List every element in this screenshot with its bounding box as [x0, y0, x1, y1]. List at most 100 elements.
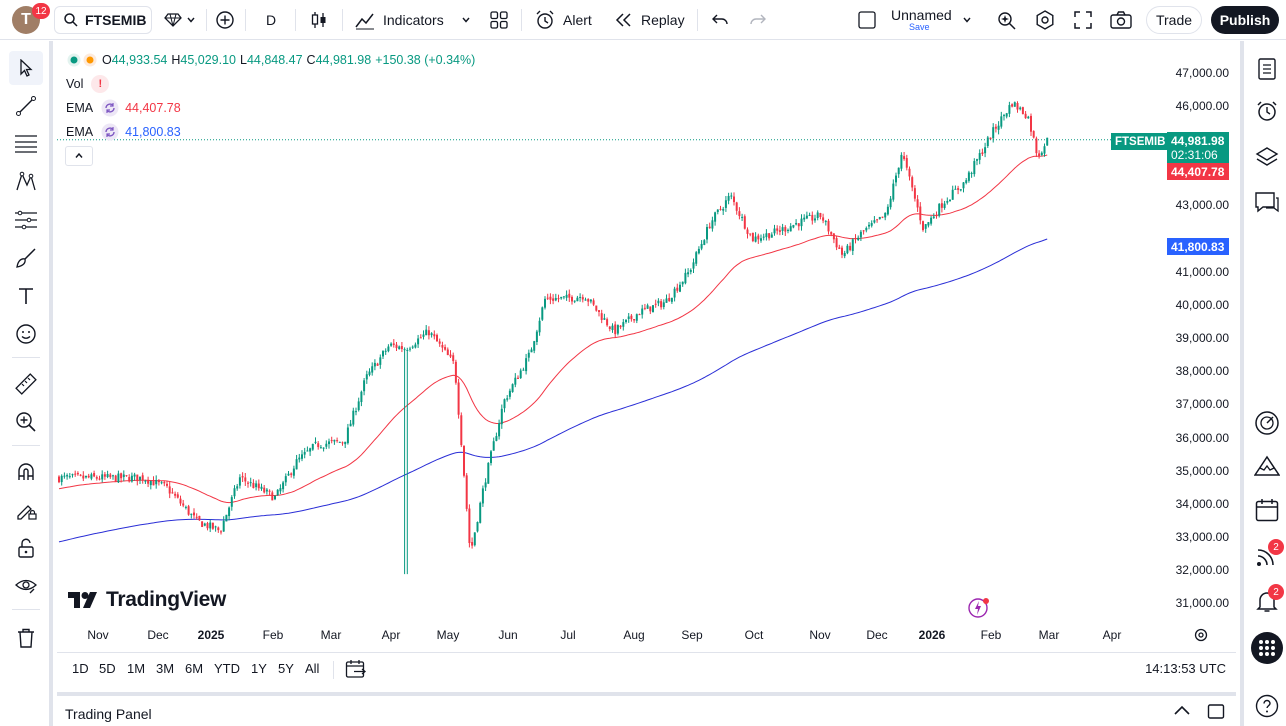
text-tool[interactable] [9, 279, 43, 313]
candle-body [209, 522, 212, 529]
candle-body [595, 305, 598, 311]
expand-panel-button[interactable] [1173, 704, 1191, 723]
fullscreen-button[interactable] [1070, 6, 1096, 34]
snapshot-button[interactable] [1108, 6, 1134, 34]
candle-body [66, 475, 69, 477]
candle-body [166, 483, 168, 486]
range-6m[interactable]: 6M [185, 661, 204, 676]
brush-tool[interactable] [9, 241, 43, 275]
ideas-button[interactable] [1250, 449, 1284, 483]
chats-button[interactable] [1250, 186, 1284, 220]
alarm-clock-icon [536, 10, 554, 29]
symbol-name: FTSEMIB [85, 12, 147, 28]
range-1m[interactable]: 1M [127, 661, 146, 676]
candle-body [768, 233, 771, 239]
help-button[interactable] [1250, 689, 1284, 723]
candle-body [770, 234, 773, 238]
redo-button[interactable] [746, 6, 770, 34]
fib-tool[interactable] [9, 127, 43, 161]
layout-checkbox[interactable] [856, 6, 878, 34]
range-3m[interactable]: 3M [156, 661, 175, 676]
event-icon[interactable] [968, 597, 990, 624]
candle-body [954, 188, 957, 190]
goto-date-button[interactable] [345, 659, 367, 684]
undo-button[interactable] [708, 6, 732, 34]
compare-button[interactable] [212, 6, 238, 34]
measure-tool[interactable] [9, 367, 43, 401]
legend-low: 44,848.47 [246, 53, 303, 67]
trade-button[interactable]: Trade [1146, 6, 1202, 34]
divider [697, 9, 698, 31]
candle-body [665, 298, 668, 303]
news-feed-button[interactable]: 2 [1250, 539, 1284, 573]
layouts-button[interactable] [486, 6, 512, 34]
range-1y[interactable]: 1Y [251, 661, 267, 676]
hide-drawings-tool[interactable] [9, 569, 43, 603]
collapse-legend-button[interactable] [65, 146, 93, 166]
range-5d[interactable]: 5D [99, 661, 116, 676]
forecast-tool[interactable] [9, 203, 43, 237]
candle-body [765, 233, 768, 238]
layout-name[interactable]: Unnamed [891, 7, 952, 23]
pattern-tool[interactable] [9, 165, 43, 199]
stay-drawing-tool[interactable] [9, 493, 43, 527]
vol-warning-icon[interactable]: ! [91, 75, 110, 93]
replay-button[interactable]: Replay [614, 0, 685, 40]
candle-body [695, 252, 698, 264]
candle-body [252, 482, 255, 488]
candle-body [859, 231, 862, 238]
object-tree-button[interactable] [1250, 140, 1284, 174]
tradingview-watermark[interactable]: TradingView [68, 588, 226, 612]
cursor-tool[interactable] [9, 51, 43, 85]
technicals-button[interactable] [1250, 406, 1284, 440]
lock-drawings-tool[interactable] [9, 531, 43, 565]
candle-body [854, 237, 857, 240]
indicators-dropdown[interactable] [457, 6, 475, 34]
ema2-legend[interactable]: EMA 41,800.83 [66, 122, 181, 142]
settings-button[interactable] [1032, 6, 1058, 34]
indicators-button[interactable]: Indicators [354, 0, 444, 40]
emoji-tool[interactable] [9, 317, 43, 351]
remove-drawings-tool[interactable] [9, 621, 43, 655]
candle-body [444, 347, 447, 350]
layout-dropdown[interactable] [958, 6, 976, 34]
trading-panel-title[interactable]: Trading Panel [65, 706, 152, 722]
ema1-label: EMA [66, 101, 94, 115]
magnet-tool[interactable] [9, 455, 43, 489]
watchlist-button[interactable] [1250, 52, 1284, 86]
candle-body [746, 229, 749, 234]
price-chart[interactable] [57, 44, 1236, 648]
candle-body [454, 361, 457, 383]
zoom-tool[interactable] [9, 405, 43, 439]
notifications-button[interactable]: 2 [1250, 584, 1284, 618]
range-ytd[interactable]: YTD [214, 661, 240, 676]
watchlist-dropdown[interactable] [158, 6, 202, 34]
range-5y[interactable]: 5Y [278, 661, 294, 676]
utc-clock[interactable]: 14:13:53 UTC [1145, 661, 1226, 676]
candle-body [792, 225, 795, 228]
candle-body [689, 269, 692, 272]
chart-type-button[interactable] [306, 6, 332, 34]
symbol-search[interactable]: FTSEMIB [54, 6, 152, 34]
trend-line-tool[interactable] [9, 89, 43, 123]
layout-save[interactable]: Save [909, 22, 930, 32]
volume-legend[interactable]: Vol ! [66, 74, 110, 94]
ema1-legend[interactable]: EMA 44,407.78 [66, 98, 181, 118]
alerts-button[interactable] [1250, 94, 1284, 128]
quick-search-button[interactable] [994, 6, 1020, 34]
chevron-down-icon [963, 17, 971, 23]
alert-button[interactable]: Alert [534, 0, 592, 40]
range-1d[interactable]: 1D [72, 661, 89, 676]
candle-body [814, 218, 816, 221]
publish-button[interactable]: Publish [1211, 6, 1279, 34]
ema2-label: EMA [66, 125, 94, 139]
chart-pane[interactable]: D O44,933.54 H45,029.10 L44,848.47 C44,9… [57, 44, 1236, 648]
products-button[interactable] [1250, 631, 1284, 665]
range-all[interactable]: All [305, 661, 320, 676]
axis-settings-button[interactable] [1193, 627, 1209, 648]
maximize-panel-button[interactable] [1207, 703, 1225, 724]
candle-body [206, 523, 209, 529]
candle-body [760, 238, 762, 241]
interval-button[interactable]: D [265, 12, 277, 28]
calendar-button[interactable] [1250, 493, 1284, 527]
